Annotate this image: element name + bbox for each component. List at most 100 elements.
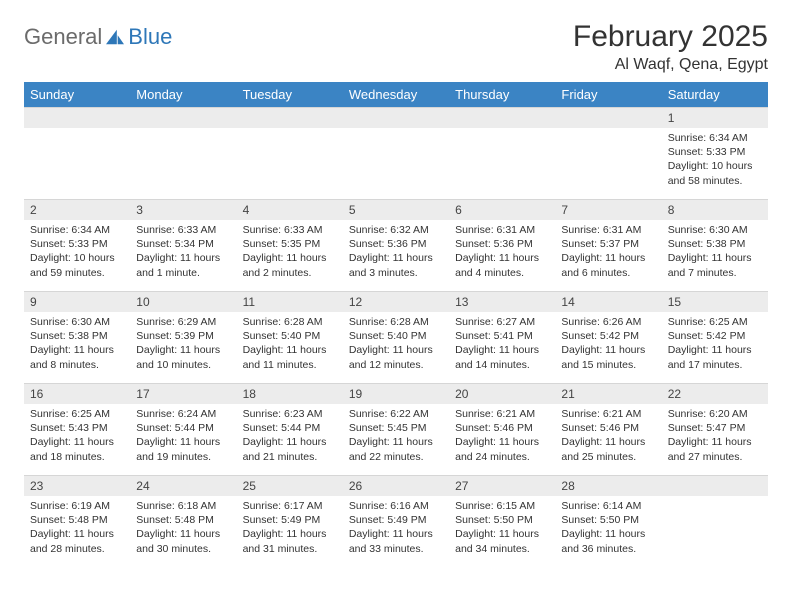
calendar-week: 2Sunrise: 6:34 AMSunset: 5:33 PMDaylight… — [24, 199, 768, 291]
sunset-text: Sunset: 5:46 PM — [455, 421, 549, 435]
day-number: 14 — [555, 291, 661, 312]
day-header: Tuesday — [237, 82, 343, 107]
day-number: 16 — [24, 383, 130, 404]
day-details: Sunrise: 6:21 AMSunset: 5:46 PMDaylight:… — [449, 404, 555, 470]
daylight-text: Daylight: 11 hours and 22 minutes. — [349, 435, 443, 463]
calendar-cell: 7Sunrise: 6:31 AMSunset: 5:37 PMDaylight… — [555, 199, 661, 291]
day-details: Sunrise: 6:21 AMSunset: 5:46 PMDaylight:… — [555, 404, 661, 470]
daylight-text: Daylight: 11 hours and 14 minutes. — [455, 343, 549, 371]
day-details: Sunrise: 6:18 AMSunset: 5:48 PMDaylight:… — [130, 496, 236, 562]
calendar-cell: 4Sunrise: 6:33 AMSunset: 5:35 PMDaylight… — [237, 199, 343, 291]
day-details: Sunrise: 6:16 AMSunset: 5:49 PMDaylight:… — [343, 496, 449, 562]
day-number-blank — [343, 107, 449, 128]
page-title: February 2025 — [573, 20, 768, 54]
calendar-cell: 9Sunrise: 6:30 AMSunset: 5:38 PMDaylight… — [24, 291, 130, 383]
calendar-cell: 23Sunrise: 6:19 AMSunset: 5:48 PMDayligh… — [24, 475, 130, 567]
calendar-cell: 24Sunrise: 6:18 AMSunset: 5:48 PMDayligh… — [130, 475, 236, 567]
day-details: Sunrise: 6:15 AMSunset: 5:50 PMDaylight:… — [449, 496, 555, 562]
daylight-text: Daylight: 11 hours and 31 minutes. — [243, 527, 337, 555]
day-number: 9 — [24, 291, 130, 312]
sunrise-text: Sunrise: 6:21 AM — [455, 407, 549, 421]
calendar-cell: 20Sunrise: 6:21 AMSunset: 5:46 PMDayligh… — [449, 383, 555, 475]
day-details: Sunrise: 6:34 AMSunset: 5:33 PMDaylight:… — [24, 220, 130, 286]
calendar-cell: 19Sunrise: 6:22 AMSunset: 5:45 PMDayligh… — [343, 383, 449, 475]
day-number: 10 — [130, 291, 236, 312]
location-text: Al Waqf, Qena, Egypt — [573, 56, 768, 74]
day-number: 18 — [237, 383, 343, 404]
calendar-cell — [449, 107, 555, 199]
day-number: 6 — [449, 199, 555, 220]
calendar-cell: 1Sunrise: 6:34 AMSunset: 5:33 PMDaylight… — [662, 107, 768, 199]
sunrise-text: Sunrise: 6:28 AM — [243, 315, 337, 329]
calendar-cell: 2Sunrise: 6:34 AMSunset: 5:33 PMDaylight… — [24, 199, 130, 291]
sunset-text: Sunset: 5:42 PM — [668, 329, 762, 343]
day-number: 7 — [555, 199, 661, 220]
logo-word-2: Blue — [128, 24, 172, 50]
calendar-cell — [555, 107, 661, 199]
sunrise-text: Sunrise: 6:33 AM — [243, 223, 337, 237]
daylight-text: Daylight: 11 hours and 12 minutes. — [349, 343, 443, 371]
daylight-text: Daylight: 10 hours and 58 minutes. — [668, 159, 762, 187]
sunrise-text: Sunrise: 6:27 AM — [455, 315, 549, 329]
logo-sail-icon — [104, 28, 126, 46]
day-details: Sunrise: 6:20 AMSunset: 5:47 PMDaylight:… — [662, 404, 768, 470]
daylight-text: Daylight: 11 hours and 21 minutes. — [243, 435, 337, 463]
day-number-blank — [555, 107, 661, 128]
day-details: Sunrise: 6:19 AMSunset: 5:48 PMDaylight:… — [24, 496, 130, 562]
sunrise-text: Sunrise: 6:29 AM — [136, 315, 230, 329]
day-header: Sunday — [24, 82, 130, 107]
day-details: Sunrise: 6:25 AMSunset: 5:43 PMDaylight:… — [24, 404, 130, 470]
logo: General Blue — [24, 20, 172, 50]
daylight-text: Daylight: 11 hours and 33 minutes. — [349, 527, 443, 555]
daylight-text: Daylight: 11 hours and 6 minutes. — [561, 251, 655, 279]
sunset-text: Sunset: 5:38 PM — [30, 329, 124, 343]
calendar-cell: 16Sunrise: 6:25 AMSunset: 5:43 PMDayligh… — [24, 383, 130, 475]
daylight-text: Daylight: 11 hours and 7 minutes. — [668, 251, 762, 279]
day-number: 25 — [237, 475, 343, 496]
calendar-cell: 25Sunrise: 6:17 AMSunset: 5:49 PMDayligh… — [237, 475, 343, 567]
day-number: 1 — [662, 107, 768, 128]
day-details: Sunrise: 6:31 AMSunset: 5:37 PMDaylight:… — [555, 220, 661, 286]
sunrise-text: Sunrise: 6:30 AM — [668, 223, 762, 237]
daylight-text: Daylight: 11 hours and 2 minutes. — [243, 251, 337, 279]
daylight-text: Daylight: 11 hours and 3 minutes. — [349, 251, 443, 279]
sunset-text: Sunset: 5:42 PM — [561, 329, 655, 343]
day-details: Sunrise: 6:31 AMSunset: 5:36 PMDaylight:… — [449, 220, 555, 286]
sunrise-text: Sunrise: 6:28 AM — [349, 315, 443, 329]
calendar-cell: 5Sunrise: 6:32 AMSunset: 5:36 PMDaylight… — [343, 199, 449, 291]
calendar-week: 23Sunrise: 6:19 AMSunset: 5:48 PMDayligh… — [24, 475, 768, 567]
daylight-text: Daylight: 11 hours and 8 minutes. — [30, 343, 124, 371]
day-number: 8 — [662, 199, 768, 220]
sunrise-text: Sunrise: 6:31 AM — [455, 223, 549, 237]
sunrise-text: Sunrise: 6:23 AM — [243, 407, 337, 421]
calendar-cell: 18 Sunrise: 6:23 AMSunset: 5:44 PMDayligh… — [237, 383, 343, 475]
calendar-cell — [24, 107, 130, 199]
day-details: Sunrise: 6:32 AMSunset: 5:36 PMDaylight:… — [343, 220, 449, 286]
day-details: Sunrise: 6:26 AMSunset: 5:42 PMDaylight:… — [555, 312, 661, 378]
sunset-text: Sunset: 5:45 PM — [349, 421, 443, 435]
day-header: Friday — [555, 82, 661, 107]
day-number: 19 — [343, 383, 449, 404]
sunset-text: Sunset: 5:37 PM — [561, 237, 655, 251]
daylight-text: Daylight: 11 hours and 11 minutes. — [243, 343, 337, 371]
sunrise-text: Sunrise: 6:18 AM — [136, 499, 230, 513]
days-of-week-row: SundayMondayTuesdayWednesdayThursdayFrid… — [24, 82, 768, 107]
sunset-text: Sunset: 5:44 PM — [243, 421, 337, 435]
calendar-cell: 8 Sunrise: 6:30 AMSunset: 5:38 PMDaylight… — [662, 199, 768, 291]
calendar-cell — [662, 475, 768, 567]
daylight-text: Daylight: 11 hours and 19 minutes. — [136, 435, 230, 463]
sunrise-text: Sunrise: 6:21 AM — [561, 407, 655, 421]
daylight-text: Daylight: 11 hours and 25 minutes. — [561, 435, 655, 463]
day-details: Sunrise: 6:30 AMSunset: 5:38 PMDaylight:… — [24, 312, 130, 378]
sunrise-text: Sunrise: 6:25 AM — [668, 315, 762, 329]
daylight-text: Daylight: 11 hours and 34 minutes. — [455, 527, 549, 555]
day-number-blank — [662, 475, 768, 496]
day-number-blank — [24, 107, 130, 128]
day-details: Sunrise: 6:27 AMSunset: 5:41 PMDaylight:… — [449, 312, 555, 378]
day-number: 21 — [555, 383, 661, 404]
daylight-text: Daylight: 11 hours and 10 minutes. — [136, 343, 230, 371]
sunset-text: Sunset: 5:41 PM — [455, 329, 549, 343]
day-details: Sunrise: 6:28 AMSunset: 5:40 PMDaylight:… — [237, 312, 343, 378]
logo-word-1: General — [24, 24, 102, 50]
sunset-text: Sunset: 5:38 PM — [668, 237, 762, 251]
